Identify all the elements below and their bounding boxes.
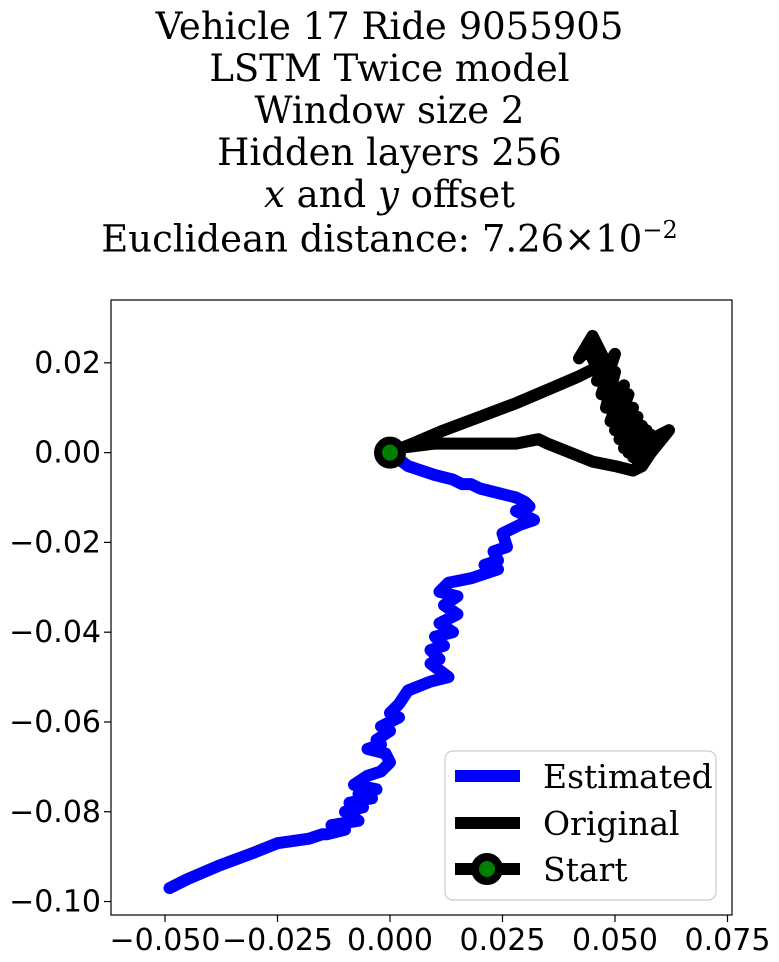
x-tick-label: −0.050	[109, 923, 220, 958]
title-distance-prefix: Euclidean distance: 7.26	[101, 217, 565, 261]
plot-frame	[110, 299, 733, 916]
x-tick-label: −0.025	[222, 923, 333, 958]
legend-original-label: Original	[543, 804, 680, 843]
x-tick-label: 0.075	[685, 923, 771, 958]
series-estimated-line	[163, 446, 540, 895]
y-tick-label: −0.10	[9, 885, 101, 920]
plot-lines	[163, 329, 675, 895]
x-tick-label: 0.000	[347, 923, 433, 958]
title-line-1: Vehicle 17 Ride 9055905	[155, 5, 624, 48]
legend-frame	[444, 750, 717, 901]
title-distance-times: ×	[564, 217, 596, 261]
y-tick-label: −0.06	[9, 705, 101, 740]
title-line-4: Hidden layers 256	[217, 131, 562, 174]
y-tick-label: −0.08	[9, 795, 101, 830]
y-axis: 0.02 0.00 −0.02 −0.04 −0.06 −0.08 −0.10	[9, 346, 111, 920]
y-tick-label: 0.02	[34, 346, 101, 381]
legend-start-label: Start	[543, 850, 628, 889]
title-line-5: x and y offset	[0, 176, 779, 213]
legend: Estimated Original Start	[444, 750, 717, 901]
title-offset-word: offset	[398, 173, 515, 216]
y-tick-label: 0.00	[34, 436, 101, 471]
legend-start-marker	[471, 853, 503, 885]
x-tick-label: 0.025	[460, 923, 546, 958]
title-and: and	[284, 173, 378, 216]
start-marker	[374, 436, 406, 469]
legend-estimated-label: Estimated	[543, 757, 713, 796]
y-tick-label: −0.04	[9, 615, 101, 650]
y-tick-label: −0.02	[9, 525, 101, 560]
title-distance-base: 10	[595, 217, 643, 261]
title-line-3: Window size 2	[254, 89, 525, 132]
title-line-2: LSTM Twice model	[209, 47, 570, 90]
x-tick-label: 0.050	[572, 923, 658, 958]
title-distance-exp: −2	[642, 216, 678, 244]
series-original-line	[384, 329, 675, 477]
title-var-x: x	[264, 173, 285, 216]
x-axis: −0.050 −0.025 0.000 0.025 0.050 0.075	[109, 915, 770, 958]
title-var-y: y	[378, 173, 399, 216]
title-line-6: Euclidean distance: 7.26×10−2	[0, 218, 779, 257]
